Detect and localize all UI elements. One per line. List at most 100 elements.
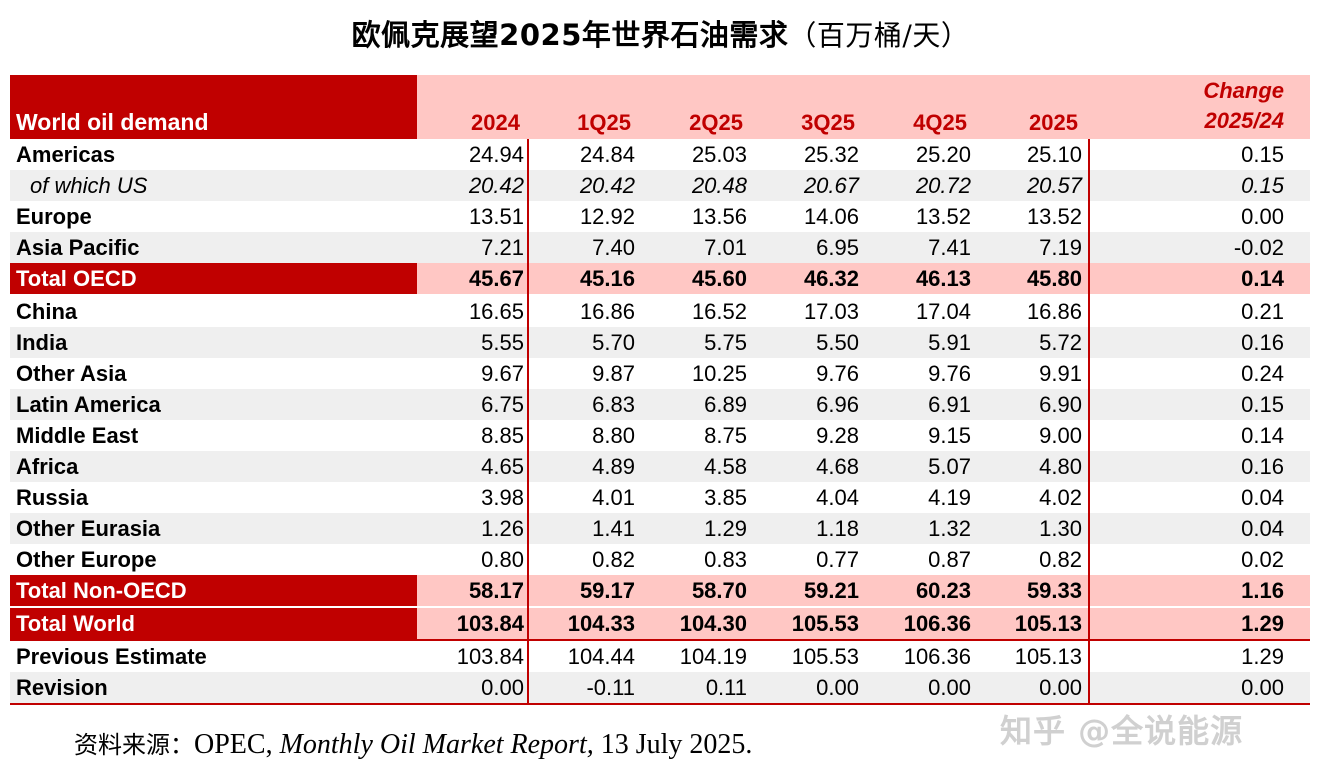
value-cell: 0.00	[481, 675, 524, 700]
table-row: Total OECD 45.67 45.16 45.60 46.32 46.13 45.80…	[10, 263, 1310, 294]
value-cell: 9.76	[816, 361, 859, 386]
value-cell: 25.32	[803, 142, 859, 167]
value-cell: 105.13	[1014, 644, 1082, 669]
change-cell: 0.16	[1241, 454, 1284, 479]
row-label: Europe	[16, 204, 92, 229]
table-bottom-rule	[10, 703, 1310, 705]
value-cell: 16.86	[1026, 299, 1082, 324]
value-cell: 6.89	[704, 392, 747, 417]
change-cell: 0.15	[1241, 173, 1284, 198]
value-cell: 0.80	[481, 547, 524, 572]
value-cell: 6.91	[928, 392, 971, 417]
change-cell: 0.16	[1241, 330, 1284, 355]
source-publication: Monthly Oil Market Report,	[279, 729, 594, 760]
row-label: India	[16, 330, 68, 355]
row-label: Previous Estimate	[16, 644, 207, 669]
value-cell: 20.42	[468, 173, 524, 198]
value-cell: 9.67	[481, 361, 524, 386]
row-label: Americas	[16, 142, 116, 167]
value-cell: 59.33	[1026, 578, 1082, 603]
table-row: Asia Pacific 7.21 7.40 7.01 6.95 7.41 7.19 -0.0…	[10, 232, 1310, 263]
value-cell: 105.13	[1014, 611, 1082, 636]
value-cell: 0.87	[928, 547, 971, 572]
value-cell: 20.67	[803, 173, 859, 198]
value-cell: 0.82	[592, 547, 635, 572]
value-cell: 1.26	[481, 516, 524, 541]
value-cell: 4.02	[1039, 485, 1082, 510]
value-cell: 4.80	[1039, 454, 1082, 479]
value-cell: 5.72	[1039, 330, 1082, 355]
value-cell: 6.75	[481, 392, 524, 417]
value-cell: 59.21	[803, 578, 859, 603]
change-cell: 0.15	[1241, 392, 1284, 417]
table-row: Europe 13.51 12.92 13.56 14.06 13.52 13.52 0.00	[10, 201, 1310, 232]
value-cell: 8.80	[592, 423, 635, 448]
row-label: Total World	[10, 608, 417, 639]
table-row: Other Eurasia 1.26 1.41 1.29 1.18 1.32 1.30 0.0…	[10, 513, 1310, 544]
table-row: India 5.55 5.70 5.75 5.50 5.91 5.72 0.16	[10, 327, 1310, 358]
value-cell: 5.75	[704, 330, 747, 355]
value-cell: 103.84	[456, 644, 524, 669]
value-cell: 13.51	[468, 204, 524, 229]
value-cell: 5.50	[816, 330, 859, 355]
oil-demand-table: World oil demand 2024 1Q25 2Q25 3Q25 4Q2…	[10, 75, 1310, 703]
value-cell: 0.77	[816, 547, 859, 572]
value-cell: 9.15	[928, 423, 971, 448]
source-prefix: OPEC,	[194, 729, 280, 760]
value-cell: 0.11	[705, 675, 747, 700]
value-cell: 1.29	[704, 516, 747, 541]
header-label: World oil demand	[10, 75, 417, 139]
change-cell: 0.04	[1241, 516, 1284, 541]
value-cell: 16.52	[691, 299, 747, 324]
value-cell: 6.95	[816, 235, 859, 260]
value-cell: 45.16	[579, 266, 635, 291]
title-main: 欧佩克展望2025年世界石油需求	[351, 18, 789, 52]
change-cell: 0.14	[1241, 423, 1284, 448]
value-cell: 13.52	[1026, 204, 1082, 229]
table-row: Russia 3.98 4.01 3.85 4.04 4.19 4.02 0.04	[10, 482, 1310, 513]
value-cell: 4.04	[816, 485, 859, 510]
table-row: Previous Estimate 103.84 104.44 104.19 105.5…	[10, 641, 1310, 672]
value-cell: 45.60	[691, 266, 747, 291]
table-row: Revision 0.00 -0.11 0.11 0.00 0.00 0.00 0.00	[10, 672, 1310, 703]
value-cell: 106.36	[903, 644, 971, 669]
table-header: World oil demand 2024 1Q25 2Q25 3Q25 4Q2…	[10, 75, 1310, 139]
value-cell: -0.11	[586, 675, 635, 700]
table-row: Other Europe 0.80 0.82 0.83 0.77 0.87 0.82 0.02	[10, 544, 1310, 575]
value-cell: 4.89	[592, 454, 635, 479]
change-cell: 1.16	[1241, 578, 1284, 603]
value-cell: 13.56	[691, 204, 747, 229]
table-row: Total Non-OECD 58.17 59.17 58.70 59.21 60.23 5…	[10, 575, 1310, 606]
value-cell: 24.84	[579, 142, 635, 167]
value-cell: 13.52	[915, 204, 971, 229]
row-label: China	[16, 299, 78, 324]
change-cell: 0.21	[1241, 299, 1284, 324]
value-cell: 105.53	[791, 644, 859, 669]
value-cell: 0.00	[816, 675, 859, 700]
value-cell: 4.68	[816, 454, 859, 479]
value-cell: 60.23	[915, 578, 971, 603]
value-cell: 12.92	[579, 204, 635, 229]
table-row: Other Asia 9.67 9.87 10.25 9.76 9.76 9.91 0.24	[10, 358, 1310, 389]
value-cell: 46.13	[915, 266, 971, 291]
column-divider	[1088, 139, 1090, 704]
row-label: of which US	[30, 173, 148, 198]
value-cell: 4.58	[704, 454, 747, 479]
value-cell: 20.72	[915, 173, 971, 198]
value-cell: 5.70	[592, 330, 635, 355]
value-cell: 20.48	[691, 173, 747, 198]
value-cell: 9.28	[816, 423, 859, 448]
row-label: Other Europe	[16, 547, 157, 572]
value-cell: 104.44	[567, 644, 635, 669]
value-cell: 106.36	[903, 611, 971, 636]
row-label: Other Eurasia	[16, 516, 161, 541]
column-divider	[527, 139, 529, 704]
value-cell: 1.41	[592, 516, 635, 541]
value-cell: 7.21	[481, 235, 524, 260]
row-label: Middle East	[16, 423, 139, 448]
value-cell: 58.17	[468, 578, 524, 603]
table-row: Total World 103.84 104.33 104.30 105.53 106.3…	[10, 608, 1310, 641]
value-cell: 0.00	[928, 675, 971, 700]
change-header-line2: 2025/24	[1204, 108, 1284, 133]
value-cell: 5.55	[481, 330, 524, 355]
